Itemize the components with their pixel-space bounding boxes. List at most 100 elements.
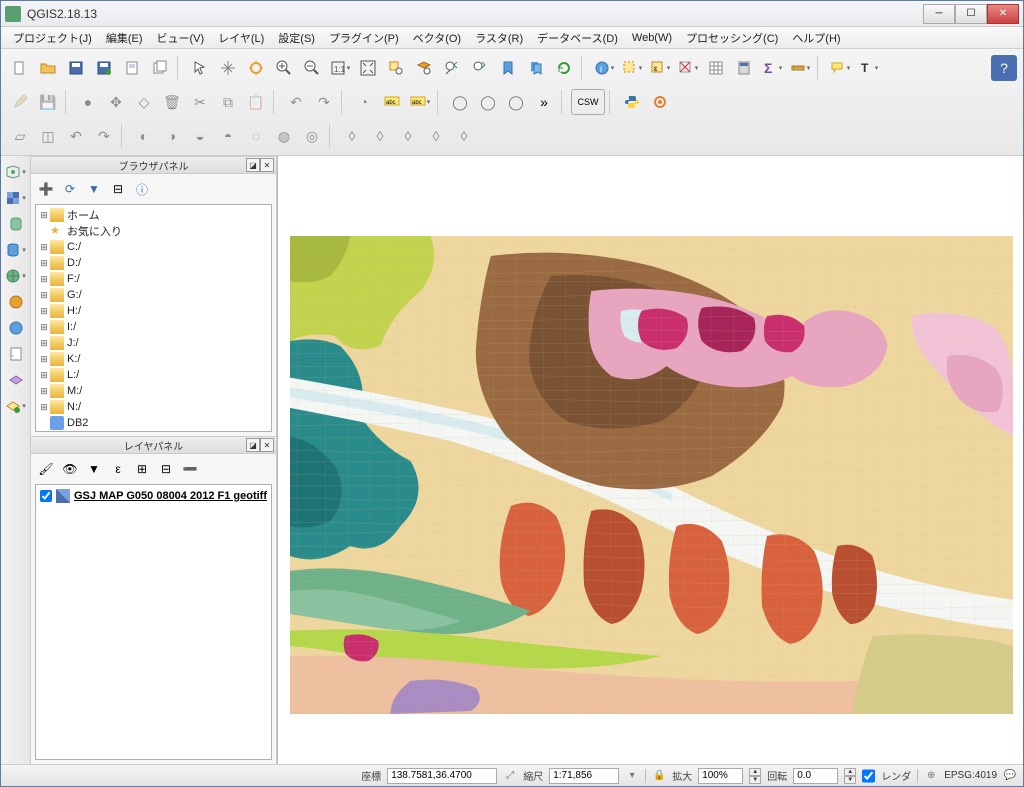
refresh-icon[interactable] <box>551 55 577 81</box>
map-canvas-area[interactable] <box>277 156 1023 764</box>
pointer-icon[interactable] <box>187 55 213 81</box>
tool-c-icon[interactable]: ◯ <box>503 89 529 115</box>
tree-item[interactable]: ★お気に入り <box>38 223 269 239</box>
coord-toggle-icon[interactable]: ⤢ <box>503 769 517 783</box>
refresh-browser-icon[interactable]: ⟳ <box>59 178 81 200</box>
new-project-icon[interactable] <box>7 55 33 81</box>
menu-edit[interactable]: 編集(E) <box>100 28 149 48</box>
map-tips-icon[interactable] <box>827 55 853 81</box>
properties-icon[interactable]: ⓘ <box>131 178 153 200</box>
csw-icon[interactable]: CSW <box>571 89 605 115</box>
add-spatialite-icon[interactable] <box>4 212 28 236</box>
help-icon[interactable]: ? <box>991 55 1017 81</box>
open-project-icon[interactable] <box>35 55 61 81</box>
menu-view[interactable]: ビュー(V) <box>151 28 211 48</box>
remove-layer-icon[interactable]: ➖ <box>179 458 201 480</box>
zoom-native-icon[interactable]: 1:1 <box>327 55 353 81</box>
add-wcs-icon[interactable] <box>4 290 28 314</box>
add-raster-icon[interactable] <box>4 186 28 210</box>
browser-dock-button[interactable]: ◪ <box>246 158 260 172</box>
browser-tree[interactable]: ⊞ホーム★お気に入り⊞C:/⊞D:/⊞F:/⊞G:/⊞H:/⊞I:/⊞J:/⊞K… <box>35 204 272 432</box>
zoom-input[interactable] <box>698 768 743 784</box>
tree-item[interactable]: ⊞N:/ <box>38 399 269 415</box>
node-tool-icon[interactable]: ◇ <box>131 89 157 115</box>
tree-item[interactable]: ⊞M:/ <box>38 383 269 399</box>
menu-layer[interactable]: レイヤ(L) <box>212 28 270 48</box>
crs-text[interactable]: EPSG:4019 <box>944 770 997 781</box>
add-feature-icon[interactable]: ● <box>75 89 101 115</box>
menu-web[interactable]: Web(W) <box>626 30 678 46</box>
tree-item[interactable]: DB2 <box>38 415 269 431</box>
tree-item[interactable]: ⊞I:/ <box>38 319 269 335</box>
tree-item[interactable]: ⊞K:/ <box>38 351 269 367</box>
menu-help[interactable]: ヘルプ(H) <box>786 28 846 48</box>
copy-icon[interactable]: ⧉ <box>215 89 241 115</box>
browser-close-button[interactable]: ✕ <box>260 158 274 172</box>
tree-item[interactable]: ⊞L:/ <box>38 367 269 383</box>
undo-icon[interactable]: ↶ <box>283 89 309 115</box>
dig-b-icon[interactable]: ◫ <box>35 123 61 149</box>
menu-settings[interactable]: 設定(S) <box>272 28 321 48</box>
dig-l-icon[interactable]: ◊ <box>339 123 365 149</box>
new-composer-icon[interactable] <box>119 55 145 81</box>
paste-icon[interactable]: 📋 <box>243 89 269 115</box>
dig-i-icon[interactable]: ◌ <box>243 123 269 149</box>
menu-raster[interactable]: ラスタ(R) <box>469 28 529 48</box>
tree-item[interactable]: ⊞H:/ <box>38 303 269 319</box>
tree-item[interactable]: ⊞G:/ <box>38 287 269 303</box>
dig-h-icon[interactable]: ◓ <box>215 123 241 149</box>
coord-input[interactable] <box>387 768 497 784</box>
scale-input[interactable] <box>549 768 619 784</box>
abc-dd-icon[interactable]: abc <box>407 89 433 115</box>
dig-e-icon[interactable]: ◐ <box>131 123 157 149</box>
dig-k-icon[interactable]: ◎ <box>299 123 325 149</box>
zoom-selection-icon[interactable] <box>383 55 409 81</box>
dig-a-icon[interactable]: ▱ <box>7 123 33 149</box>
expression-icon[interactable]: ε <box>107 458 129 480</box>
dig-p-icon[interactable]: ◊ <box>451 123 477 149</box>
save-as-icon[interactable] <box>91 55 117 81</box>
move-feature-icon[interactable]: ✥ <box>103 89 129 115</box>
dig-m-icon[interactable]: ◊ <box>367 123 393 149</box>
dig-o-icon[interactable]: ◊ <box>423 123 449 149</box>
edit-toggle-icon[interactable] <box>7 89 33 115</box>
zoom-spinner[interactable]: ▲▼ <box>749 768 761 784</box>
add-layer-icon[interactable]: ➕ <box>35 178 57 200</box>
tool-b-icon[interactable]: ◯ <box>475 89 501 115</box>
processing-icon[interactable] <box>647 89 673 115</box>
zoom-next-icon[interactable] <box>467 55 493 81</box>
crs-icon[interactable]: ⊕ <box>924 769 938 783</box>
rotate-spinner[interactable]: ▲▼ <box>844 768 856 784</box>
visibility-icon[interactable]: 👁 <box>59 458 81 480</box>
expand-icon[interactable]: ⊞ <box>131 458 153 480</box>
add-postgis-icon[interactable] <box>4 238 28 262</box>
select-icon[interactable] <box>619 55 645 81</box>
menu-database[interactable]: データベース(D) <box>531 28 624 48</box>
dig-g-icon[interactable]: ◒ <box>187 123 213 149</box>
dig-j-icon[interactable]: ◍ <box>271 123 297 149</box>
tree-item[interactable]: MSSQL <box>38 431 269 432</box>
tree-item[interactable]: ⊞J:/ <box>38 335 269 351</box>
zoom-in-icon[interactable] <box>271 55 297 81</box>
lock-icon[interactable]: 🔒 <box>652 769 666 783</box>
add-vector-icon[interactable] <box>4 160 28 184</box>
close-button[interactable]: ✕ <box>987 4 1019 24</box>
pan-icon[interactable] <box>215 55 241 81</box>
tree-item[interactable]: ⊞ホーム <box>38 207 269 223</box>
field-calculator-icon[interactable] <box>731 55 757 81</box>
redo-icon[interactable]: ↷ <box>311 89 337 115</box>
pie-icon[interactable]: ◔ <box>351 89 377 115</box>
menu-plugin[interactable]: プラグイン(P) <box>323 28 405 48</box>
identify-icon[interactable]: i <box>591 55 617 81</box>
render-checkbox[interactable] <box>862 768 875 784</box>
tree-item[interactable]: ⊞D:/ <box>38 255 269 271</box>
select-expression-icon[interactable]: ε <box>647 55 673 81</box>
layer-item[interactable]: GSJ MAP G050 08004 2012 F1 geotiff <box>40 489 267 503</box>
messages-icon[interactable]: 💬 <box>1003 769 1017 783</box>
rotate-input[interactable] <box>793 768 838 784</box>
dig-c-icon[interactable]: ↶ <box>63 123 89 149</box>
add-wfs-icon[interactable] <box>4 316 28 340</box>
layers-tree[interactable]: GSJ MAP G050 08004 2012 F1 geotiff <box>35 484 272 760</box>
zoom-layer-icon[interactable] <box>411 55 437 81</box>
python-icon[interactable] <box>619 89 645 115</box>
